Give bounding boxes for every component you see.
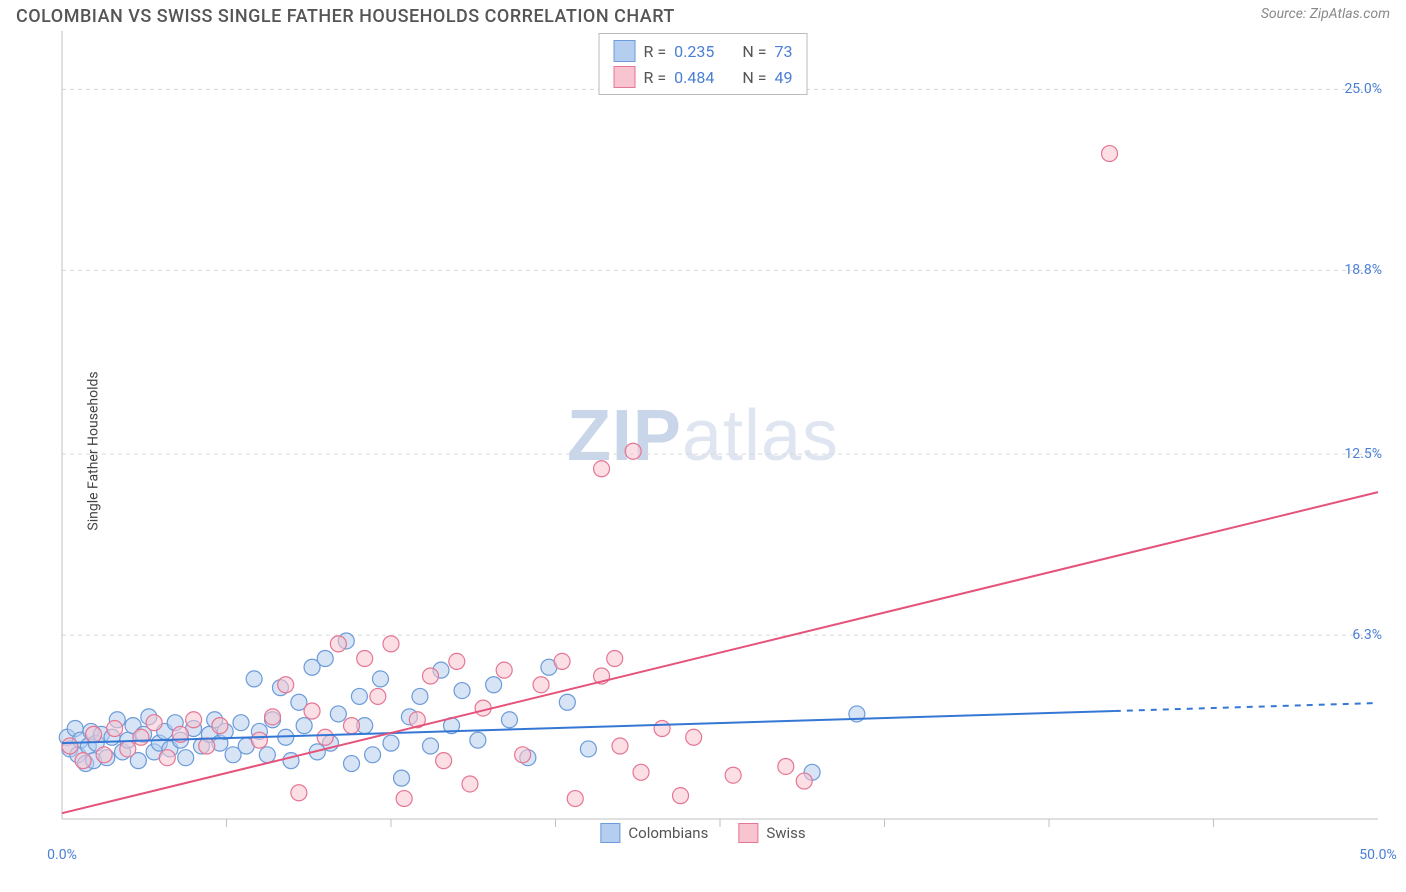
chart-svg: [10, 31, 1396, 871]
x-tick-label: 0.0%: [47, 847, 77, 863]
stats-legend: R = 0.235N = 73R = 0.484N = 49: [599, 33, 808, 95]
y-tick-label: 6.3%: [1352, 627, 1382, 643]
series-legend: Colombians Swiss: [600, 823, 805, 843]
chart-area: Single Father Households ZIPatlas R = 0.…: [10, 31, 1396, 871]
y-tick-label: 12.5%: [1344, 446, 1382, 462]
legend-swatch: [738, 823, 758, 843]
series-legend-item: Colombians: [600, 823, 708, 843]
series-legend-item: Swiss: [738, 823, 805, 843]
legend-swatch: [614, 40, 636, 62]
chart-source: Source: ZipAtlas.com: [1261, 6, 1390, 22]
legend-swatch: [600, 823, 620, 843]
legend-row: R = 0.235N = 73: [614, 38, 793, 64]
chart-title: COLOMBIAN VS SWISS SINGLE FATHER HOUSEHO…: [16, 6, 675, 27]
legend-swatch: [614, 66, 636, 88]
y-tick-label: 25.0%: [1344, 81, 1382, 97]
chart-container: COLOMBIAN VS SWISS SINGLE FATHER HOUSEHO…: [0, 0, 1406, 892]
x-tick-label: 50.0%: [1359, 847, 1397, 863]
y-tick-label: 18.8%: [1344, 262, 1382, 278]
header: COLOMBIAN VS SWISS SINGLE FATHER HOUSEHO…: [10, 6, 1396, 27]
legend-row: R = 0.484N = 49: [614, 64, 793, 90]
